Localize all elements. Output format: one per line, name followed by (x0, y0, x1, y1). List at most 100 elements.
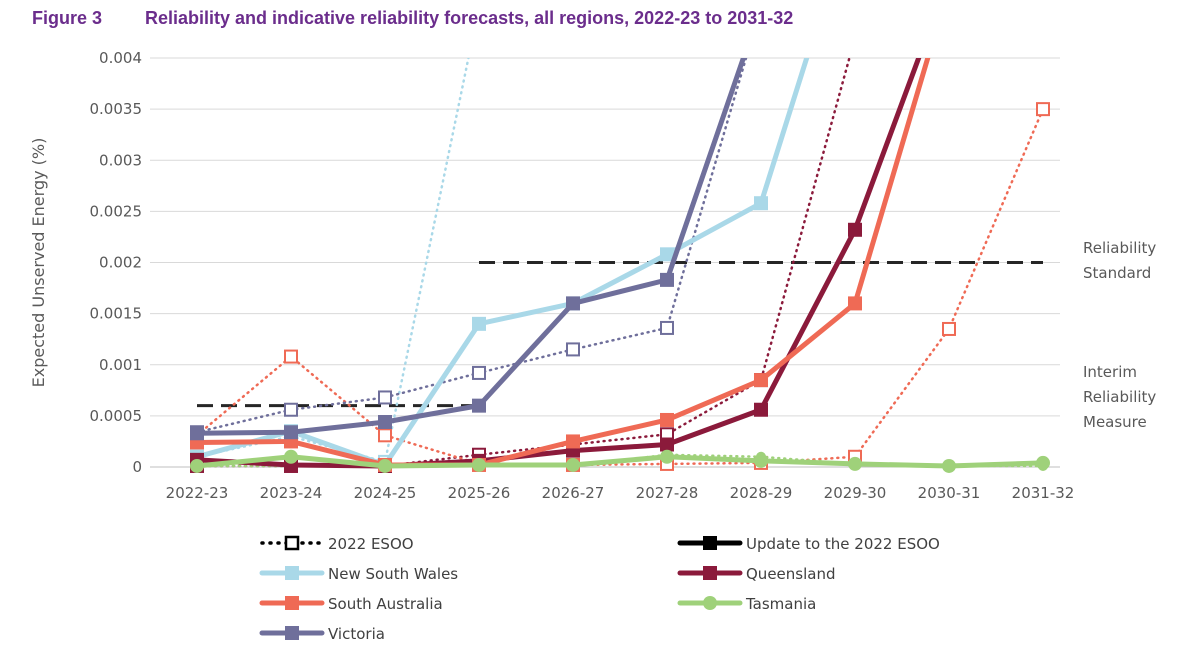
data-point (754, 373, 768, 388)
y-tick-label: 0.0035 (90, 100, 143, 118)
y-tick-label: 0.0005 (90, 407, 143, 425)
reference-label-line: Reliability (1083, 388, 1156, 406)
legend-swatch-marker (285, 566, 299, 580)
data-point (472, 398, 486, 413)
data-point (942, 321, 956, 336)
legend-swatch (677, 536, 743, 550)
series-south-australia-update (190, 58, 931, 472)
data-point (190, 458, 204, 473)
legend-label-south-australia: South Australia (328, 595, 443, 613)
series-queensland-update (190, 58, 922, 473)
series-new-south-wales-2022-esoo (190, 58, 470, 469)
series-line (195, 58, 470, 464)
data-point (472, 316, 486, 331)
series-line (194, 58, 810, 468)
legend-swatch-marker (703, 566, 717, 580)
y-tick-label: 0.001 (99, 356, 142, 374)
data-point (472, 457, 486, 472)
x-tick-label: 2024-25 (354, 484, 417, 502)
data-point (754, 453, 768, 468)
data-point (566, 342, 580, 357)
data-point (1036, 455, 1050, 470)
x-tick-label: 2022-23 (166, 484, 229, 502)
x-tick-label: 2027-28 (636, 484, 699, 502)
data-point (942, 458, 956, 473)
data-point (378, 415, 392, 430)
y-tick-label: 0.003 (99, 151, 142, 169)
data-point (1036, 102, 1050, 117)
legend-label-queensland: Queensland (746, 565, 835, 583)
series-group (190, 58, 1050, 473)
legend-swatch-marker (284, 535, 300, 551)
legend-swatch-marker (285, 596, 299, 610)
data-point (660, 320, 674, 335)
series-line (195, 58, 851, 468)
data-point (660, 412, 674, 427)
x-tick-label: 2031-32 (1012, 484, 1075, 502)
x-tick-label: 2026-27 (542, 484, 605, 502)
x-tick-label: 2030-31 (918, 484, 981, 502)
data-point (566, 457, 580, 472)
data-point (566, 434, 580, 449)
legend-swatch-marker (285, 626, 299, 640)
series-new-south-wales-update (190, 58, 810, 472)
data-point (566, 296, 580, 311)
legend: 2022 ESOO Update to the 2022 ESOO New Sout… (259, 535, 940, 643)
x-tick-label: 2028-29 (730, 484, 793, 502)
y-tick-label: 0.002 (99, 254, 142, 272)
legend-swatch (260, 535, 324, 551)
legend-label-new-south-wales: New South Wales (328, 565, 458, 583)
data-point (284, 402, 298, 417)
data-point (190, 426, 204, 441)
figure-title: Reliability and indicative reliability f… (145, 8, 794, 28)
reference-label-line: Standard (1083, 264, 1151, 282)
reference-lines: Reliability Standard Interim Reliability Mea… (197, 239, 1156, 431)
data-point (848, 222, 862, 237)
data-point (754, 196, 768, 211)
legend-swatch (259, 566, 325, 580)
legend-label-2022-esoo: 2022 ESOO (328, 535, 414, 553)
reference-label-line: Reliability (1083, 239, 1156, 257)
y-axis-label: Expected Unserved Energy (%) (29, 138, 48, 388)
axes: 0 0.0005 0.001 0.0015 0.002 0.0025 0.003 0.0035… (29, 49, 1074, 502)
x-tick-label: 2029-30 (824, 484, 887, 502)
data-point (472, 365, 486, 380)
legend-swatch (677, 566, 743, 580)
data-point (284, 349, 298, 364)
data-point (284, 449, 298, 464)
legend-swatch-marker (703, 596, 717, 610)
legend-swatch (259, 596, 325, 610)
legend-label-tasmania: Tasmania (745, 595, 816, 613)
data-point (660, 272, 674, 287)
data-point (378, 390, 392, 405)
legend-swatch (677, 596, 743, 610)
figure-number: Figure 3 (32, 8, 103, 28)
reference-label-line: Measure (1083, 413, 1147, 431)
legend-label-victoria: Victoria (328, 625, 385, 643)
data-point (848, 456, 862, 471)
x-tick-label: 2023-24 (260, 484, 323, 502)
series-victoria-update (190, 58, 747, 441)
series-line (194, 58, 931, 468)
series-line (194, 454, 1046, 469)
y-tick-label: 0.004 (99, 49, 142, 67)
series-line (195, 107, 1045, 467)
data-point (660, 449, 674, 464)
legend-swatch-marker (703, 536, 717, 550)
series-tasmania-update (190, 449, 1050, 473)
series-victoria-2022-esoo (190, 58, 748, 440)
data-point (284, 425, 298, 440)
y-tick-label: 0.0015 (90, 305, 143, 323)
y-tick-label: 0 (132, 458, 142, 476)
data-point (378, 458, 392, 473)
figure-header: Figure 3 Reliability and indicative relia… (32, 8, 793, 29)
y-tick-label: 0.0025 (90, 202, 143, 220)
data-point (378, 428, 392, 443)
x-tick-label: 2025-26 (448, 484, 511, 502)
series-line (194, 58, 922, 469)
legend-label-update-to-the-2022-esoo: Update to the 2022 ESOO (746, 535, 940, 553)
data-point (660, 247, 674, 262)
legend-swatch (259, 626, 325, 640)
reference-label-line: Interim (1083, 363, 1137, 381)
